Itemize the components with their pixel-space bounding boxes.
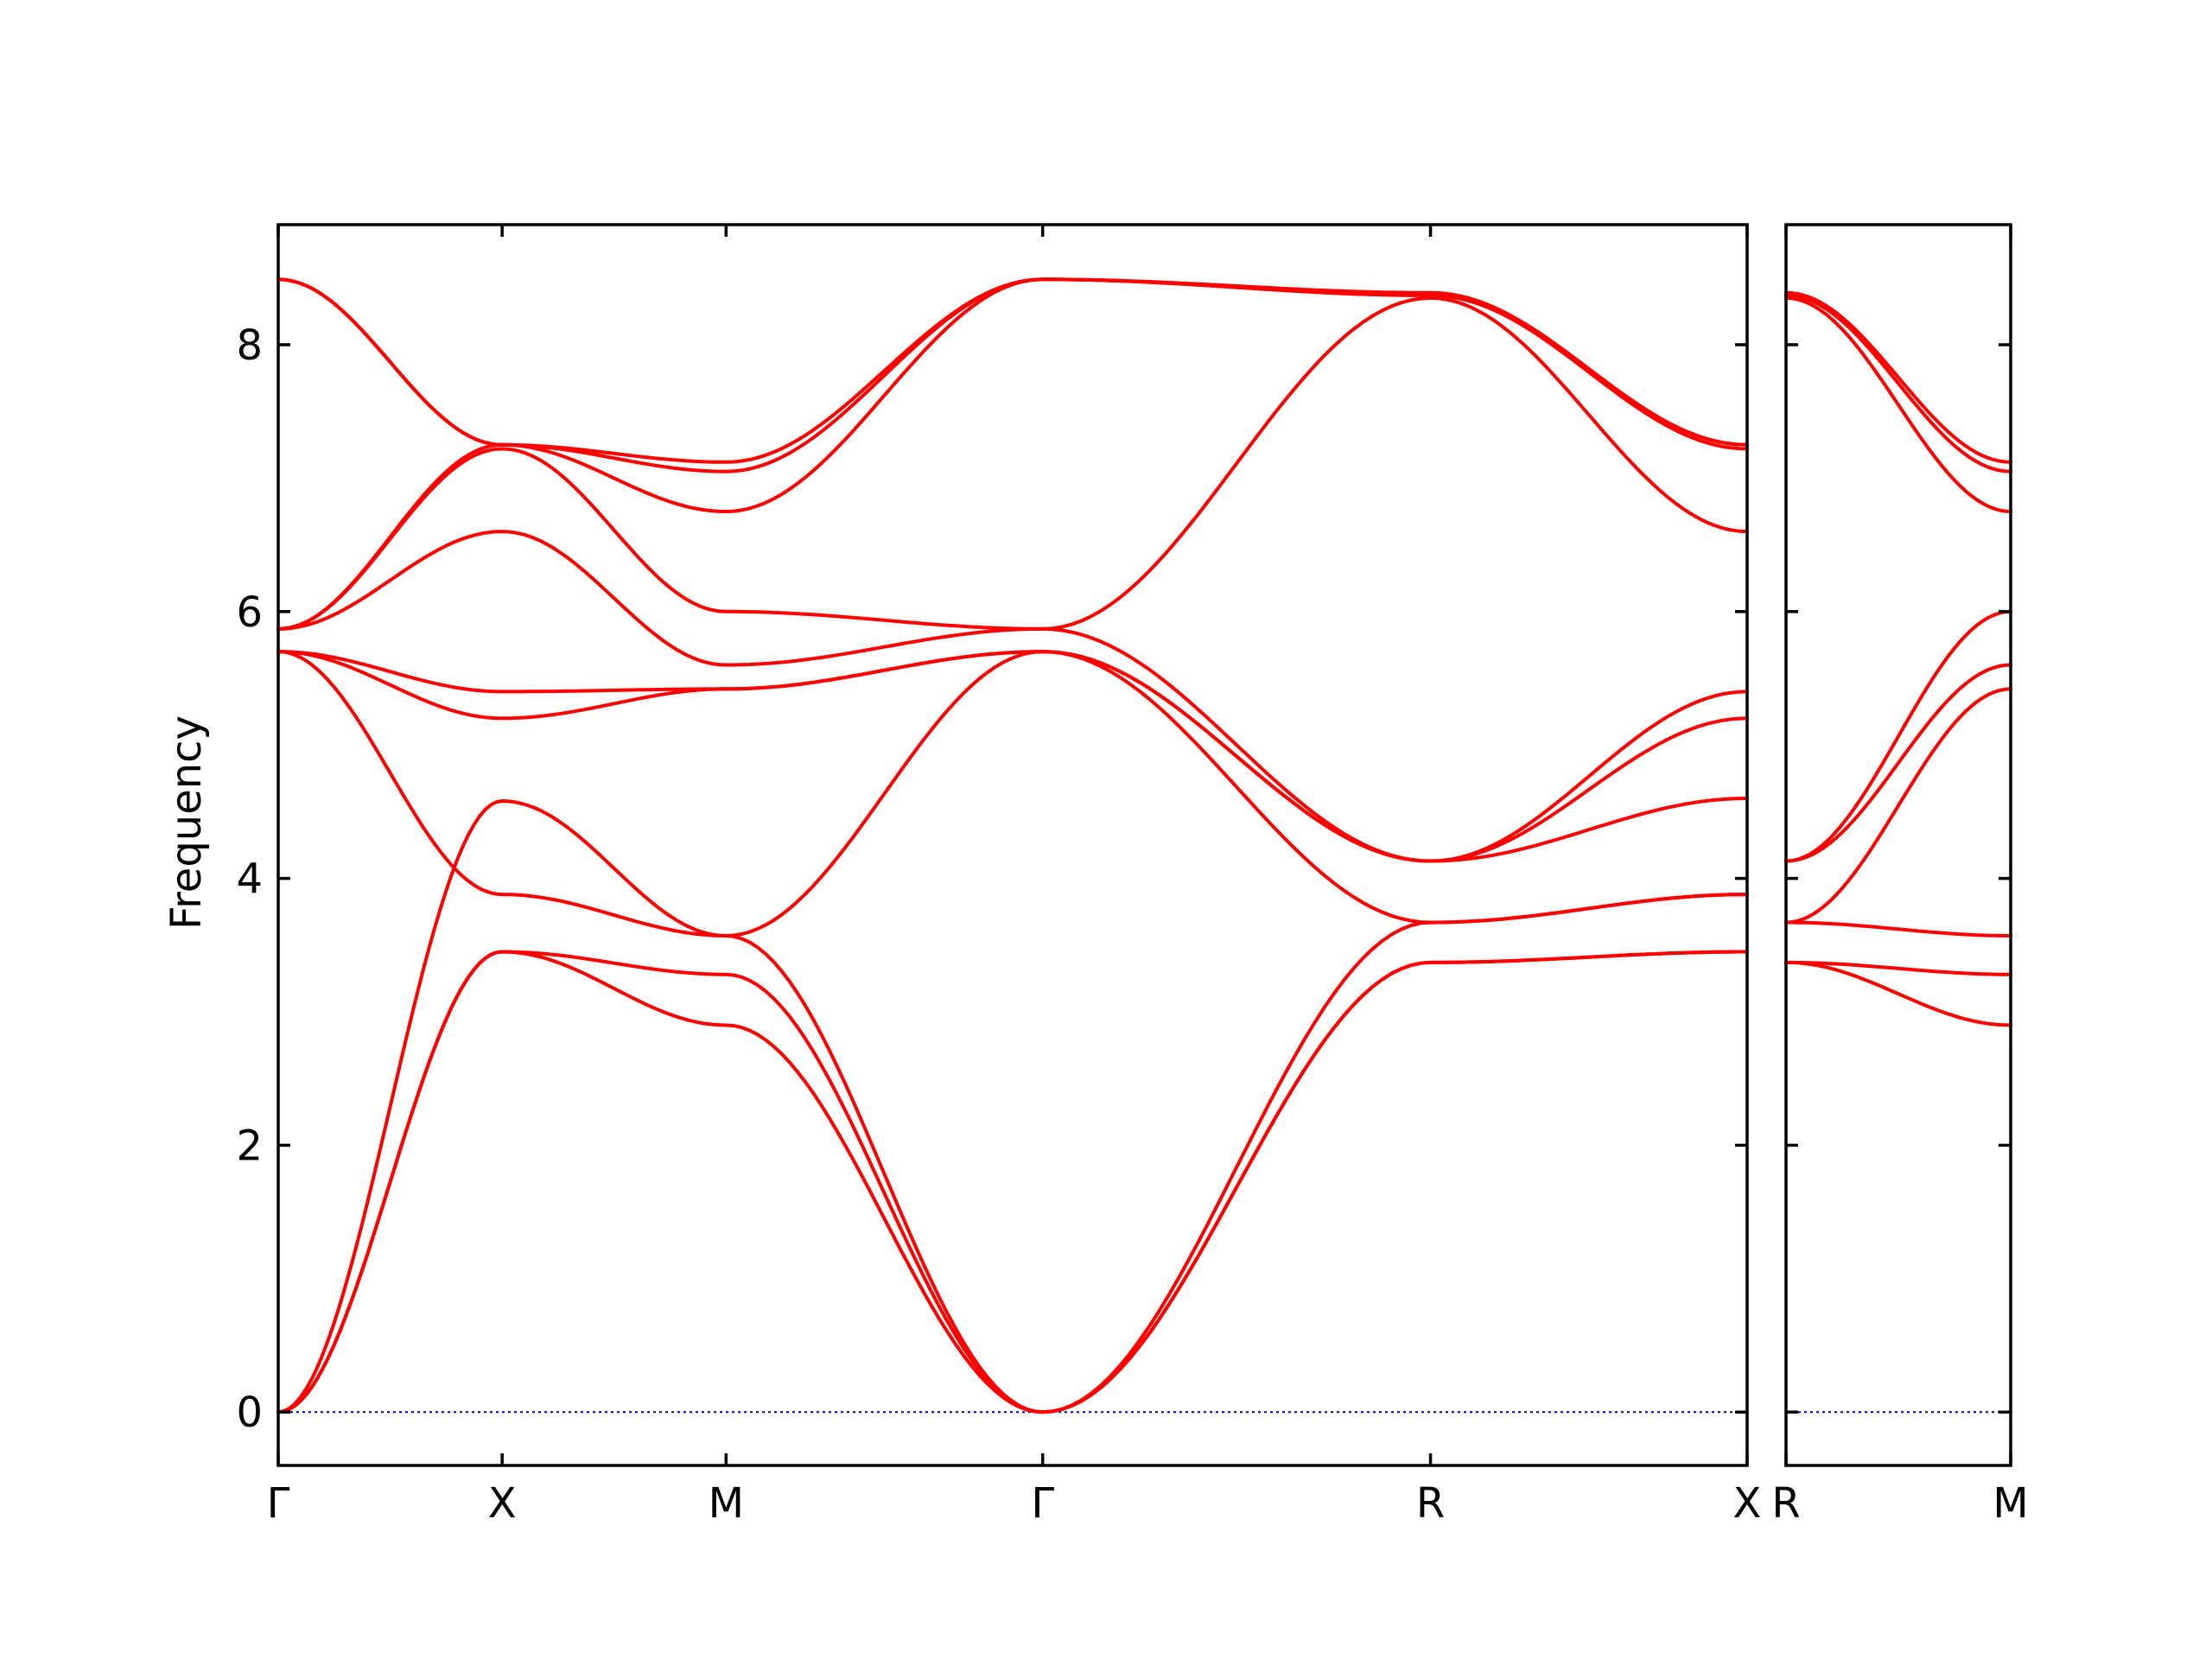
band-line-7	[1784, 296, 2012, 513]
band-line-1	[1784, 960, 2012, 1027]
band-line-1	[276, 950, 1749, 1414]
band-line-4	[1784, 687, 2012, 925]
band-line-6	[276, 650, 1749, 863]
y-axis-label: Frequency	[162, 715, 211, 930]
y-tick-label: 8	[236, 321, 263, 370]
x-tick-label: X	[488, 1479, 517, 1528]
x-tick-label: R	[1771, 1479, 1800, 1528]
main-panel: 0 2 4 6 8 Γ X M Γ R X	[236, 223, 1762, 1528]
band-line-8	[1784, 293, 2012, 474]
y-tick-label: 2	[236, 1122, 263, 1170]
band-line-3	[1784, 920, 2012, 938]
x-tick-label: X	[1733, 1479, 1762, 1528]
x-tick-label: M	[709, 1479, 744, 1528]
plot-frame	[1784, 223, 2012, 1467]
band-line-9	[1784, 290, 2012, 464]
band-line-4	[276, 650, 1749, 938]
band-line-10	[276, 277, 1749, 474]
band-line-6	[1784, 609, 2012, 863]
band-line-5	[1784, 663, 2012, 863]
y-tick-label: 6	[236, 588, 263, 637]
x-tick-label: Γ	[1031, 1479, 1054, 1528]
plot-frame	[276, 223, 1749, 1467]
x-tick-label: M	[1993, 1479, 2028, 1528]
band-line-9	[276, 277, 1749, 631]
x-tick-label: R	[1416, 1479, 1445, 1528]
band-line-11	[276, 277, 1749, 464]
band-line-2	[276, 950, 1749, 1414]
y-tick-label: 0	[236, 1389, 263, 1437]
x-tick-label: Γ	[267, 1479, 290, 1528]
band-line-7	[276, 530, 1749, 863]
y-tick-label: 4	[236, 855, 263, 904]
band-line-8	[276, 296, 1749, 631]
band-line-2	[1784, 960, 2012, 976]
